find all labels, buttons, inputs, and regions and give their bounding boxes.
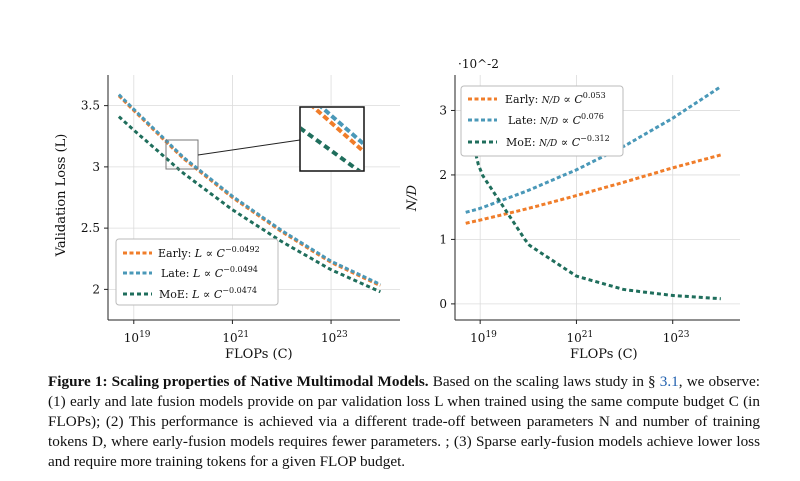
svg-text:Early: N/D ∝ C0.053: Early: N/D ∝ C0.053 (505, 91, 606, 106)
left-y-tick-label: 3 (92, 160, 100, 174)
right-y-tick-label: 3 (439, 103, 447, 117)
left-x-axis-label: FLOPs (C) (225, 347, 293, 362)
inset-late-line (319, 108, 363, 147)
right-y-tick-label: 1 (439, 232, 447, 246)
right-series-moe-line (464, 113, 721, 301)
right-x-tick-label: 1023 (663, 330, 690, 345)
caption-text-2: , we observe: (1) early and late fusion … (48, 373, 760, 470)
right-series-early-line (465, 153, 722, 225)
zoom-inset (299, 106, 365, 172)
left-legend: Early: L ∝ C−0.0492 Late: L ∝ C−0.0494 M… (115, 238, 279, 306)
figure-caption: Figure 1: Scaling properties of Native M… (48, 372, 760, 472)
right-y-axis-label: N/D (405, 184, 420, 212)
section-reference-link[interactable]: 3.1 (659, 373, 679, 390)
right-x-tick-label: 1019 (470, 330, 497, 345)
left-y-tick-label: 2.5 (81, 221, 100, 235)
left-series-moe-line (117, 115, 381, 294)
right-x-axis-label: FLOPs (C) (570, 347, 638, 362)
svg-text:Late: N/D ∝ C0.076: Late: N/D ∝ C0.076 (508, 112, 604, 127)
right-legend-item-late: Late: N/D ∝ C0.076 (468, 112, 604, 127)
left-y-tick-label: 2 (92, 282, 100, 296)
left-y-axis-label: Validation Loss (L) (54, 134, 69, 258)
caption-label: Figure 1: Scaling properties of Native M… (48, 373, 429, 390)
right-x-tick-label: 1021 (566, 330, 593, 345)
right-legend: Early: N/D ∝ C0.053 Late: N/D ∝ C0.076 M… (460, 85, 624, 157)
right-y-tick-label: 0 (439, 297, 447, 311)
left-chart: 2 2.5 3 3.5 1019 1021 1023 FLOPs (C) Validati… (54, 75, 400, 362)
right-y-tick-label: 2 (439, 168, 447, 182)
right-y-multiplier: ·10^-2 (458, 57, 499, 71)
left-x-tick-label: 1019 (124, 330, 151, 345)
left-x-tick-label: 1023 (321, 330, 348, 345)
left-y-tick-label: 3.5 (81, 99, 100, 113)
caption-text-1: Based on the scaling laws study in § (428, 373, 660, 390)
right-chart: 0 1 2 3 1019 1021 1023 ·10^-2 FLOPs (C) N/D E… (405, 57, 740, 362)
left-series-late-line (117, 93, 382, 286)
left-x-tick-label: 1021 (222, 330, 249, 345)
right-series-late-line (465, 85, 722, 214)
zoom-connector-line (197, 139, 301, 156)
right-legend-item-early: Early: N/D ∝ C0.053 (468, 91, 606, 106)
inset-moe-line (301, 126, 362, 170)
figure-canvas: 22.533.5 1019 1021 1023 FLOPs (C) Validati… (54, 57, 740, 362)
inset-early-line (311, 108, 363, 152)
